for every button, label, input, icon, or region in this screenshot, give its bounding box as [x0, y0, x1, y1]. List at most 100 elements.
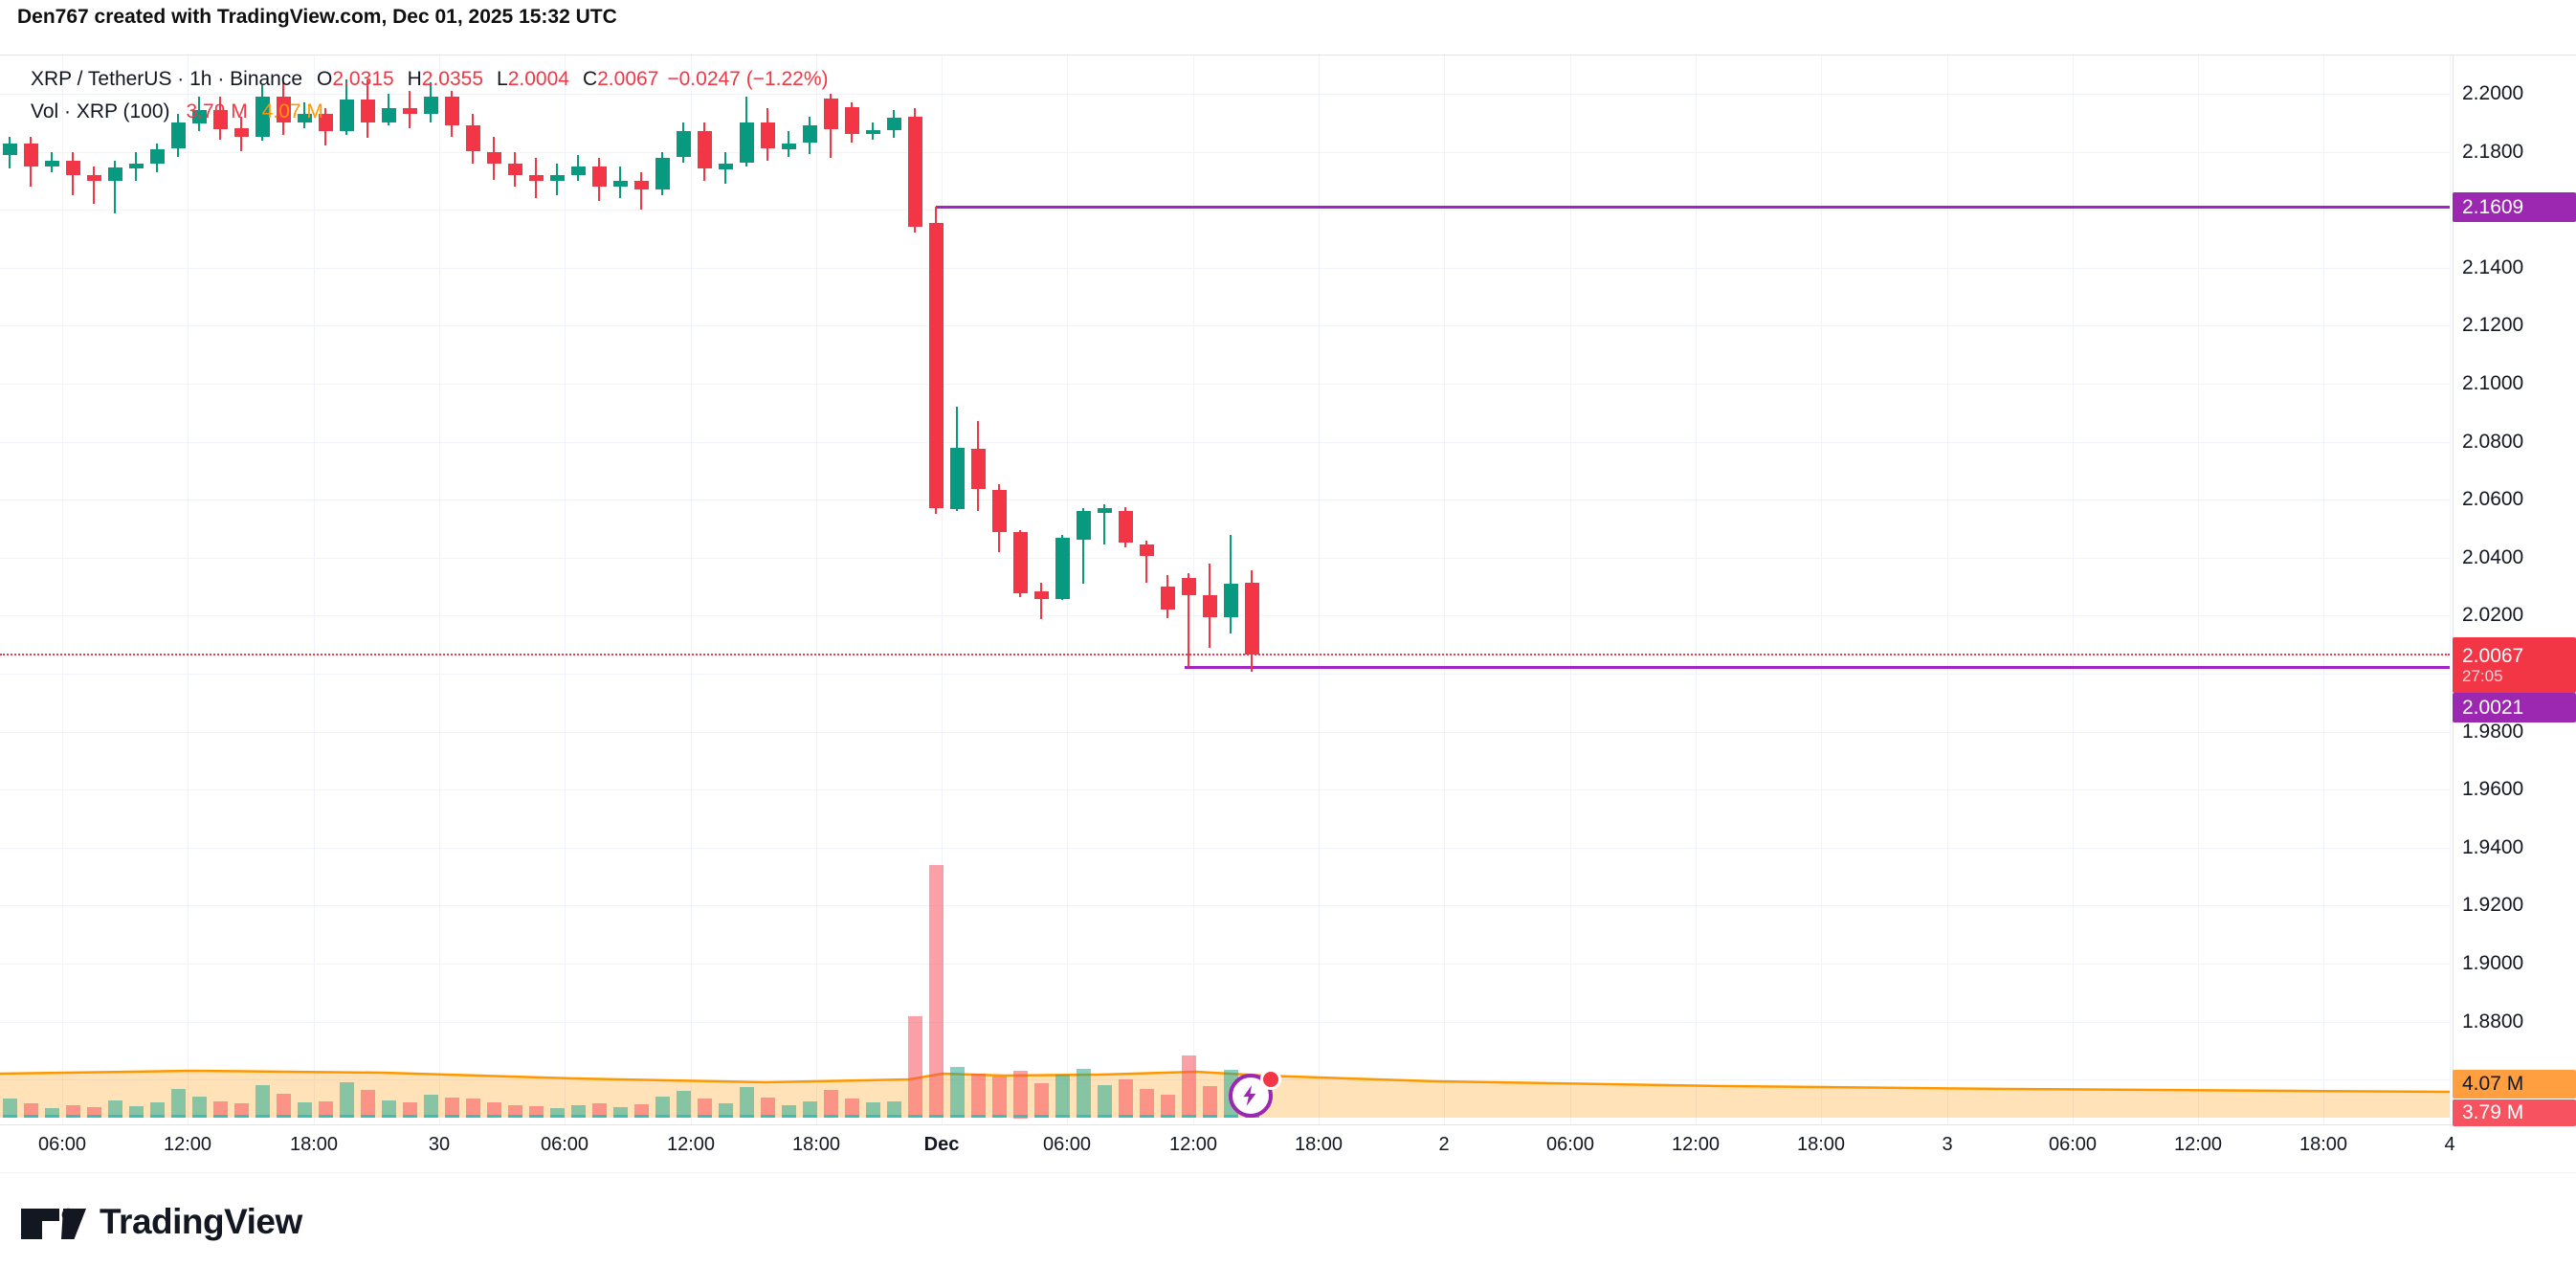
horizontal-gridline: [0, 210, 2450, 211]
candle-wick: [1040, 583, 1042, 619]
volume-bar: [1033, 1083, 1049, 1118]
time-tick-label: 4: [2444, 1134, 2455, 1155]
candle-up: [1055, 538, 1070, 599]
candle-up: [381, 108, 396, 122]
volume-bar-base: [528, 1115, 544, 1118]
ohlc-item: O2.0315: [317, 68, 394, 90]
vertical-gridline: [313, 55, 315, 1124]
price-tick-label: 2.1000: [2462, 372, 2524, 394]
volume-bar-base: [970, 1115, 986, 1118]
volume-bar: [844, 1099, 859, 1118]
candle-up: [170, 122, 186, 148]
ohlc-item: H2.0355: [407, 68, 484, 90]
volume-bar: [212, 1101, 228, 1118]
candle-down: [212, 110, 228, 129]
candle-up: [44, 161, 59, 167]
volume-bar: [507, 1105, 522, 1118]
volume-bar-base: [1076, 1115, 1091, 1118]
candle-down: [1160, 587, 1175, 610]
current-price-line: [0, 654, 2450, 655]
price-level-line-high[interactable]: [936, 206, 2450, 209]
volume-bar-base: [276, 1115, 291, 1118]
volume-bar: [149, 1102, 165, 1118]
candle-up: [423, 97, 438, 114]
volume-bar-base: [402, 1115, 417, 1118]
volume-bar-base: [718, 1115, 733, 1118]
price-tick-label: 1.9200: [2462, 894, 2524, 916]
volume-bar-base: [633, 1115, 649, 1118]
volume-bar: [65, 1105, 80, 1118]
volume-bar: [1097, 1085, 1112, 1118]
candle-up: [865, 130, 880, 134]
volume-bar: [907, 1016, 922, 1118]
volume-current-axis-label: 3.79 M: [2453, 1099, 2576, 1126]
candle-up: [191, 110, 207, 123]
ohlc-item: L2.0004: [497, 68, 569, 90]
symbol-legend-row[interactable]: XRP / TetherUS · 1h · Binance O2.0315 H2.…: [31, 63, 828, 96]
events-icon[interactable]: [1229, 1074, 1273, 1118]
volume-bar-base: [128, 1115, 144, 1118]
candle-down: [276, 97, 291, 122]
volume-bar-base: [233, 1115, 249, 1118]
volume-bar-base: [86, 1115, 101, 1118]
volume-bar: [1076, 1069, 1091, 1118]
candle-down: [1118, 511, 1133, 543]
lightning-icon: [1243, 1085, 1256, 1106]
attribution-text: Den767 created with TradingView.com, Dec…: [17, 6, 617, 28]
chart-bottom-border: [0, 1172, 2576, 1173]
price-tick-label: 2.0800: [2462, 431, 2524, 453]
vertical-gridline: [815, 55, 817, 1124]
candle-down: [360, 100, 375, 122]
vertical-gridline: [1821, 55, 1823, 1124]
volume-bar: [886, 1101, 901, 1118]
vertical-gridline: [1444, 55, 1446, 1124]
volume-bar: [276, 1094, 291, 1118]
volume-bar: [1012, 1071, 1028, 1119]
volume-bar: [360, 1090, 375, 1118]
volume-bar-base: [697, 1115, 712, 1118]
price-tick-label: 2.1200: [2462, 314, 2524, 336]
volume-bar: [402, 1102, 417, 1118]
volume-bar-base: [823, 1115, 838, 1118]
vertical-gridline: [942, 55, 944, 1124]
horizontal-gridline: [0, 558, 2450, 559]
candle-down: [697, 131, 712, 168]
volume-bar-base: [1139, 1115, 1154, 1118]
tradingview-logo[interactable]: TradingView: [21, 1202, 302, 1242]
volume-bar: [949, 1067, 965, 1118]
candle-down: [844, 107, 859, 134]
time-tick-label: 12:00: [2173, 1134, 2223, 1155]
volume-bar-base: [1033, 1115, 1049, 1118]
candle-wick: [1145, 541, 1147, 583]
volume-bar-base: [149, 1115, 165, 1118]
price-level-label-high: 2.1609: [2453, 192, 2576, 222]
price-level-label-low: 2.0021: [2453, 693, 2576, 722]
candle-down: [633, 181, 649, 189]
candle-down: [465, 125, 480, 151]
candle-down: [233, 128, 249, 137]
candle-up: [949, 448, 965, 509]
volume-bar-base: [907, 1115, 922, 1118]
vertical-gridline: [565, 55, 566, 1124]
price-tick-label: 2.1400: [2462, 256, 2524, 278]
candle-up: [1076, 511, 1091, 540]
vertical-gridline: [1569, 55, 1571, 1124]
time-tick-label: 12:00: [1671, 1134, 1721, 1155]
time-tick-label: 2: [1438, 1134, 1450, 1155]
candle-up: [1223, 584, 1238, 617]
volume-bar: [697, 1099, 712, 1118]
vertical-gridline: [438, 55, 440, 1124]
volume-legend-row[interactable]: Vol · XRP (100) 3.79 M 4.07 M: [31, 96, 828, 128]
tradingview-logo-text: TradingView: [100, 1202, 302, 1241]
candle-wick: [1188, 573, 1189, 667]
volume-bar-base: [991, 1115, 1007, 1118]
candle-up: [549, 175, 565, 181]
volume-bar: [570, 1105, 586, 1118]
candle-down: [1139, 544, 1154, 556]
volume-bar-base: [760, 1115, 775, 1118]
candle-up: [128, 164, 144, 168]
volume-bar: [191, 1097, 207, 1118]
price-level-line-low[interactable]: [1185, 666, 2450, 669]
time-tick-label: 18:00: [791, 1134, 841, 1155]
